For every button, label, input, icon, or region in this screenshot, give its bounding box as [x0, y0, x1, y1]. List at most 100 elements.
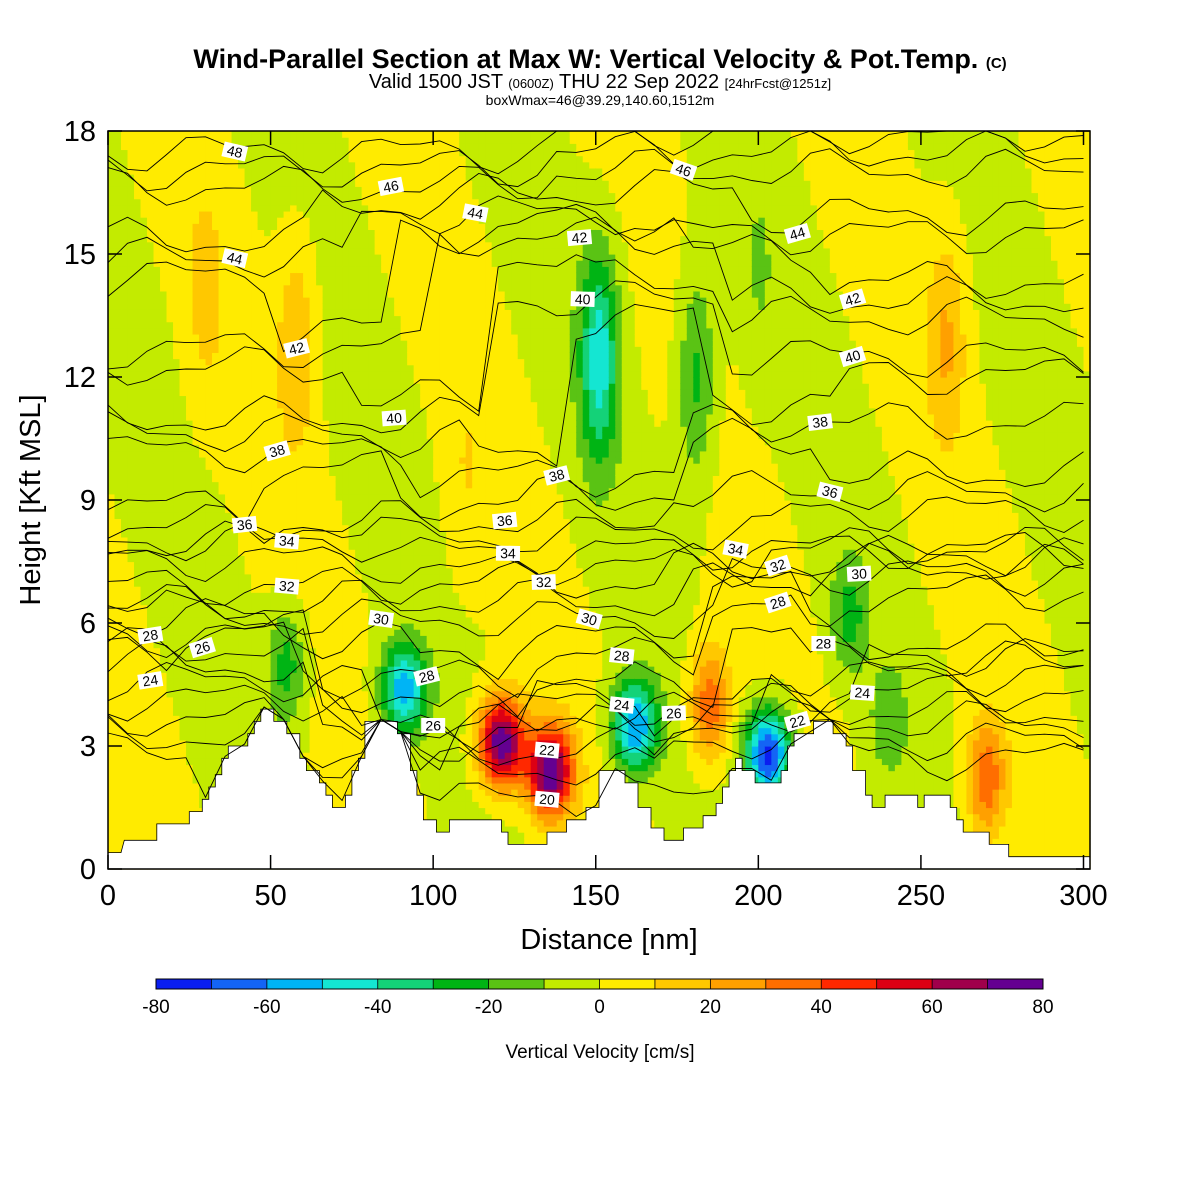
- velocity-cell: [114, 456, 122, 464]
- velocity-cell: [342, 475, 350, 483]
- velocity-cell: [355, 696, 363, 704]
- velocity-cell: [335, 315, 343, 323]
- velocity-cell: [114, 481, 122, 489]
- velocity-cell: [283, 647, 291, 655]
- velocity-cell: [140, 555, 148, 563]
- velocity-cell: [348, 210, 356, 218]
- velocity-cell: [147, 229, 155, 237]
- velocity-cell: [199, 303, 207, 310]
- velocity-cell: [270, 137, 278, 144]
- velocity-cell: [348, 721, 356, 729]
- velocity-cell: [127, 493, 135, 501]
- velocity-cell: [316, 733, 324, 741]
- velocity-cell: [277, 592, 285, 599]
- velocity-cell: [114, 586, 122, 593]
- velocity-cell: [192, 463, 200, 470]
- velocity-cell: [173, 758, 181, 766]
- velocity-cell: [348, 260, 356, 267]
- velocity-cell: [186, 161, 194, 169]
- velocity-cell: [303, 395, 311, 403]
- velocity-cell: [186, 438, 194, 446]
- velocity-cell: [264, 266, 272, 274]
- velocity-cell: [309, 567, 317, 575]
- velocity-cell: [303, 610, 311, 618]
- velocity-cell: [348, 475, 356, 483]
- velocity-cell: [205, 733, 213, 741]
- velocity-cell: [277, 475, 285, 483]
- velocity-cell: [205, 167, 213, 175]
- velocity-cell: [179, 653, 187, 661]
- velocity-cell: [218, 303, 226, 310]
- velocity-cell: [316, 167, 324, 175]
- velocity-cell: [309, 346, 317, 353]
- velocity-cell: [166, 592, 174, 599]
- velocity-cell: [212, 377, 220, 384]
- velocity-cell: [121, 340, 129, 347]
- velocity-cell: [108, 512, 116, 520]
- velocity-cell: [257, 629, 265, 636]
- velocity-cell: [147, 426, 155, 433]
- velocity-cell: [316, 721, 324, 729]
- velocity-cell: [114, 137, 122, 144]
- velocity-cell: [296, 254, 304, 261]
- velocity-cell: [186, 254, 194, 261]
- velocity-cell: [361, 395, 369, 403]
- velocity-cell: [218, 309, 226, 317]
- velocity-cell: [355, 192, 363, 200]
- velocity-cell: [368, 167, 376, 175]
- velocity-cell: [342, 549, 350, 556]
- velocity-cell: [140, 333, 148, 341]
- velocity-cell: [283, 506, 291, 513]
- velocity-cell: [205, 266, 213, 274]
- velocity-cell: [244, 500, 252, 507]
- velocity-cell: [329, 493, 337, 501]
- velocity-cell: [296, 555, 304, 563]
- velocity-cell: [355, 684, 363, 692]
- velocity-cell: [218, 358, 226, 366]
- velocity-cell: [121, 782, 129, 790]
- velocity-cell: [316, 666, 324, 673]
- velocity-cell: [140, 758, 148, 766]
- velocity-cell: [251, 229, 259, 237]
- velocity-cell: [186, 702, 194, 710]
- velocity-cell: [127, 254, 135, 261]
- velocity-cell: [290, 684, 298, 692]
- velocity-cell: [108, 789, 116, 796]
- velocity-cell: [244, 198, 252, 206]
- velocity-cell: [127, 149, 135, 157]
- velocity-cell: [140, 819, 148, 827]
- velocity-cell: [355, 610, 363, 618]
- velocity-cell: [348, 647, 356, 655]
- velocity-cell: [374, 536, 382, 544]
- velocity-cell: [160, 401, 168, 409]
- velocity-cell: [147, 616, 155, 624]
- velocity-cell: [296, 456, 304, 464]
- velocity-cell: [179, 426, 187, 433]
- velocity-cell: [166, 549, 174, 556]
- velocity-cell: [283, 500, 291, 507]
- velocity-cell: [225, 407, 233, 415]
- velocity-cell: [121, 241, 129, 249]
- velocity-cell: [199, 290, 207, 298]
- velocity-cell: [231, 493, 239, 501]
- velocity-cell: [238, 684, 246, 692]
- velocity-cell: [361, 290, 369, 298]
- velocity-cell: [186, 358, 194, 366]
- velocity-cell: [212, 284, 220, 292]
- velocity-cell: [121, 290, 129, 298]
- velocity-cell: [309, 254, 317, 261]
- velocity-cell: [244, 297, 252, 304]
- velocity-cell: [166, 604, 174, 612]
- velocity-cell: [355, 579, 363, 587]
- velocity-cell: [251, 456, 259, 464]
- velocity-cell: [179, 598, 187, 606]
- velocity-cell: [114, 389, 122, 397]
- velocity-cell: [199, 696, 207, 704]
- velocity-cell: [121, 469, 129, 476]
- velocity-cell: [205, 567, 213, 575]
- velocity-cell: [348, 739, 356, 747]
- velocity-cell: [179, 530, 187, 538]
- velocity-cell: [303, 229, 311, 237]
- velocity-cell: [140, 223, 148, 230]
- velocity-cell: [361, 530, 369, 538]
